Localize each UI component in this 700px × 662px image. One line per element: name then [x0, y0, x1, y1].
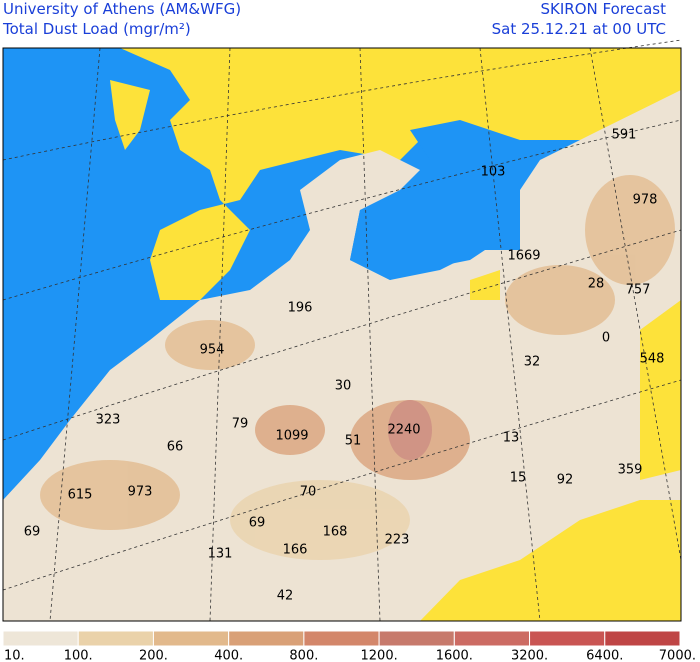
model: SKIRON Forecast	[540, 0, 666, 18]
map-label: 223	[385, 533, 410, 548]
map-label: 548	[640, 352, 665, 367]
colorbar-label: 1200.	[361, 649, 398, 662]
map-label: 978	[633, 193, 658, 208]
colorbar-label: 3200.	[511, 649, 548, 662]
map-label: 51	[345, 434, 362, 449]
map-frame	[2, 47, 682, 622]
europe	[120, 48, 681, 300]
map-label: 591	[612, 128, 637, 143]
map-label: 0	[602, 331, 610, 346]
map-label: 323	[96, 413, 121, 428]
map-label: 196	[288, 301, 313, 316]
colorbar-swatch	[303, 630, 380, 647]
colorbar-swatch	[228, 630, 305, 647]
map-label: 103	[481, 165, 506, 180]
colorbar-label: 200.	[139, 649, 168, 662]
map-label: 66	[167, 440, 184, 455]
map-label: 28	[588, 277, 605, 292]
graticule	[2, 39, 682, 622]
colorbar-label: 7000.	[659, 649, 696, 662]
subtitle: Total Dust Load (mgr/m²)	[3, 20, 191, 38]
colorbar-swatch	[378, 630, 455, 647]
yellow-patch	[470, 270, 500, 300]
map-label: 1099	[275, 429, 308, 444]
colorbar-label: 400.	[214, 649, 243, 662]
colorbar-label: 1600.	[436, 649, 473, 662]
map-label: 42	[277, 589, 294, 604]
map-label: 13	[503, 431, 520, 446]
map-label: 1669	[507, 249, 540, 264]
map-label: 69	[249, 516, 266, 531]
map-label: 69	[24, 525, 41, 540]
dust-plumes	[40, 175, 675, 560]
map-label: 166	[283, 543, 308, 558]
map-label: 954	[200, 343, 225, 358]
mediterranean	[350, 200, 500, 280]
time: Sat 25.12.21 at 00 UTC	[491, 20, 666, 38]
colorbar-swatch	[152, 630, 230, 647]
map-label: 70	[300, 485, 317, 500]
colorbar-swatch	[2, 630, 79, 647]
map-label: 92	[557, 473, 574, 488]
colorbar-label: 800.	[289, 649, 318, 662]
black-sea	[410, 120, 520, 160]
map-label: 79	[232, 417, 249, 432]
map-label: 30	[335, 379, 352, 394]
colorbar-swatch	[529, 630, 606, 647]
map-label: 2240	[387, 423, 420, 438]
map-label: 168	[323, 525, 348, 540]
map-label: 973	[128, 485, 153, 500]
title: University of Athens (AM&WFG)	[3, 0, 242, 18]
britain	[110, 80, 150, 150]
colorbar-swatch	[453, 630, 531, 647]
colorbar-label: 100.	[64, 649, 93, 662]
map-label: 32	[524, 355, 541, 370]
map-label: 359	[618, 463, 643, 478]
colorbar-swatch	[604, 630, 681, 647]
map-label: 615	[68, 488, 93, 503]
colorbar-swatch	[77, 630, 154, 647]
map-label: 131	[208, 547, 233, 562]
yellow-east	[640, 300, 681, 480]
colorbar-label: 6400.	[586, 649, 623, 662]
yellow-south	[420, 500, 681, 621]
map-label: 15	[510, 471, 527, 486]
map-label: 757	[626, 283, 651, 298]
colorbar-label: 10.	[4, 649, 25, 662]
